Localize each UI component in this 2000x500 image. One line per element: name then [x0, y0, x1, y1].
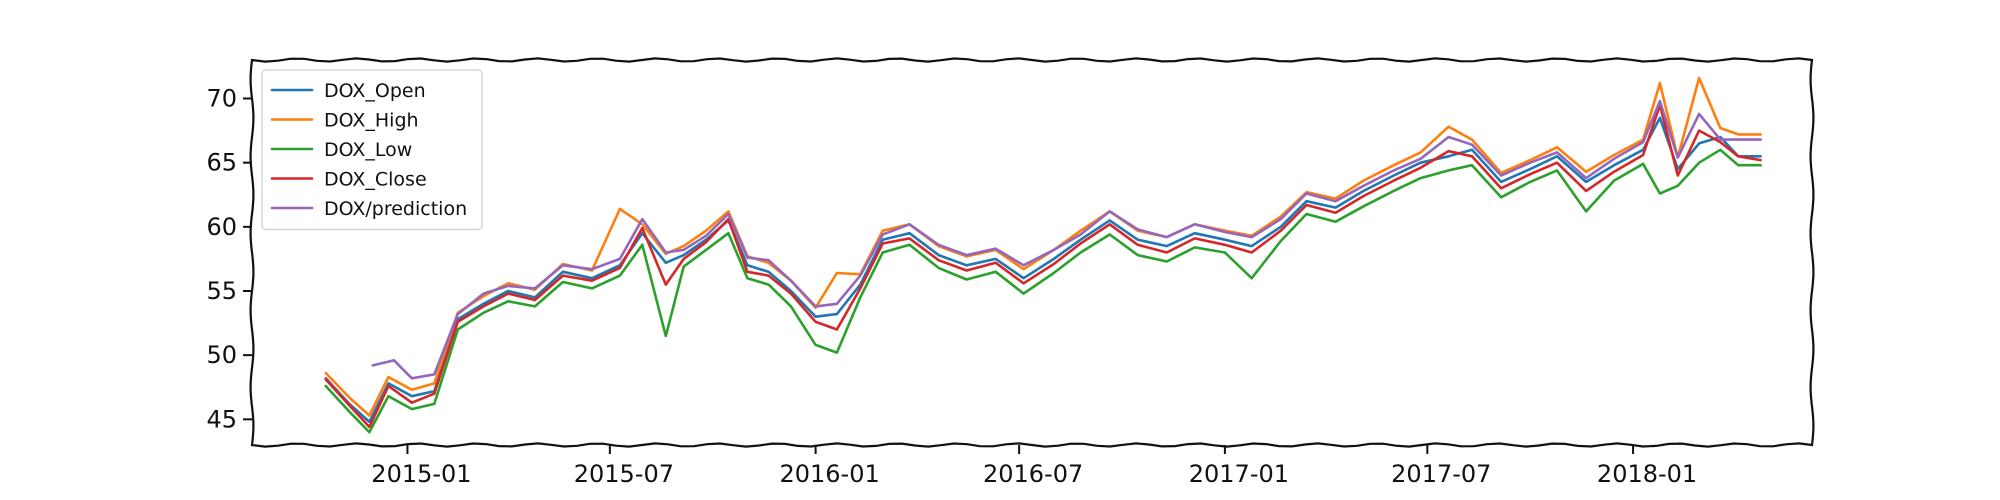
- x-tick-label-2: 2016-01: [779, 460, 879, 488]
- legend: DOX_Open DOX_High DOX_Low DOX_Close DOX/pred…: [261, 69, 483, 231]
- series-line-1: [324, 76, 1762, 417]
- x-axis-ticks: 2015-01 2015-07 2016-01 2016-07 2017-01 2017-…: [371, 445, 1697, 488]
- series-line-4: [371, 99, 1762, 380]
- series-line-3: [324, 103, 1762, 429]
- y-tick-label-1: 50: [206, 341, 237, 369]
- x-tick-label-5: 2017-07: [1391, 460, 1491, 488]
- series-layer: [324, 76, 1762, 434]
- x-tick-label-3: 2016-07: [983, 460, 1083, 488]
- x-tick-label-0: 2015-01: [371, 460, 471, 488]
- series-line-2: [324, 148, 1762, 434]
- x-tick-label-1: 2015-07: [574, 460, 674, 488]
- legend-label-1: DOX_High: [324, 110, 419, 132]
- y-tick-label-0: 45: [206, 405, 237, 433]
- legend-label-3: DOX_Close: [324, 169, 427, 191]
- plot-frame: [249, 57, 1815, 448]
- y-tick-label-3: 60: [206, 213, 237, 241]
- y-tick-label-2: 55: [206, 277, 237, 305]
- legend-label-0: DOX_Open: [324, 80, 426, 102]
- legend-box: [261, 69, 483, 231]
- series-line-0: [324, 116, 1762, 424]
- y-tick-label-5: 70: [206, 85, 237, 113]
- legend-label-4: DOX/prediction: [324, 198, 467, 220]
- x-tick-label-4: 2017-01: [1189, 460, 1289, 488]
- legend-label-2: DOX_Low: [324, 139, 412, 161]
- y-axis-ticks: 45 50 55 60 65 70: [206, 85, 252, 433]
- y-tick-label-4: 65: [206, 149, 237, 177]
- x-tick-label-6: 2018-01: [1597, 460, 1697, 488]
